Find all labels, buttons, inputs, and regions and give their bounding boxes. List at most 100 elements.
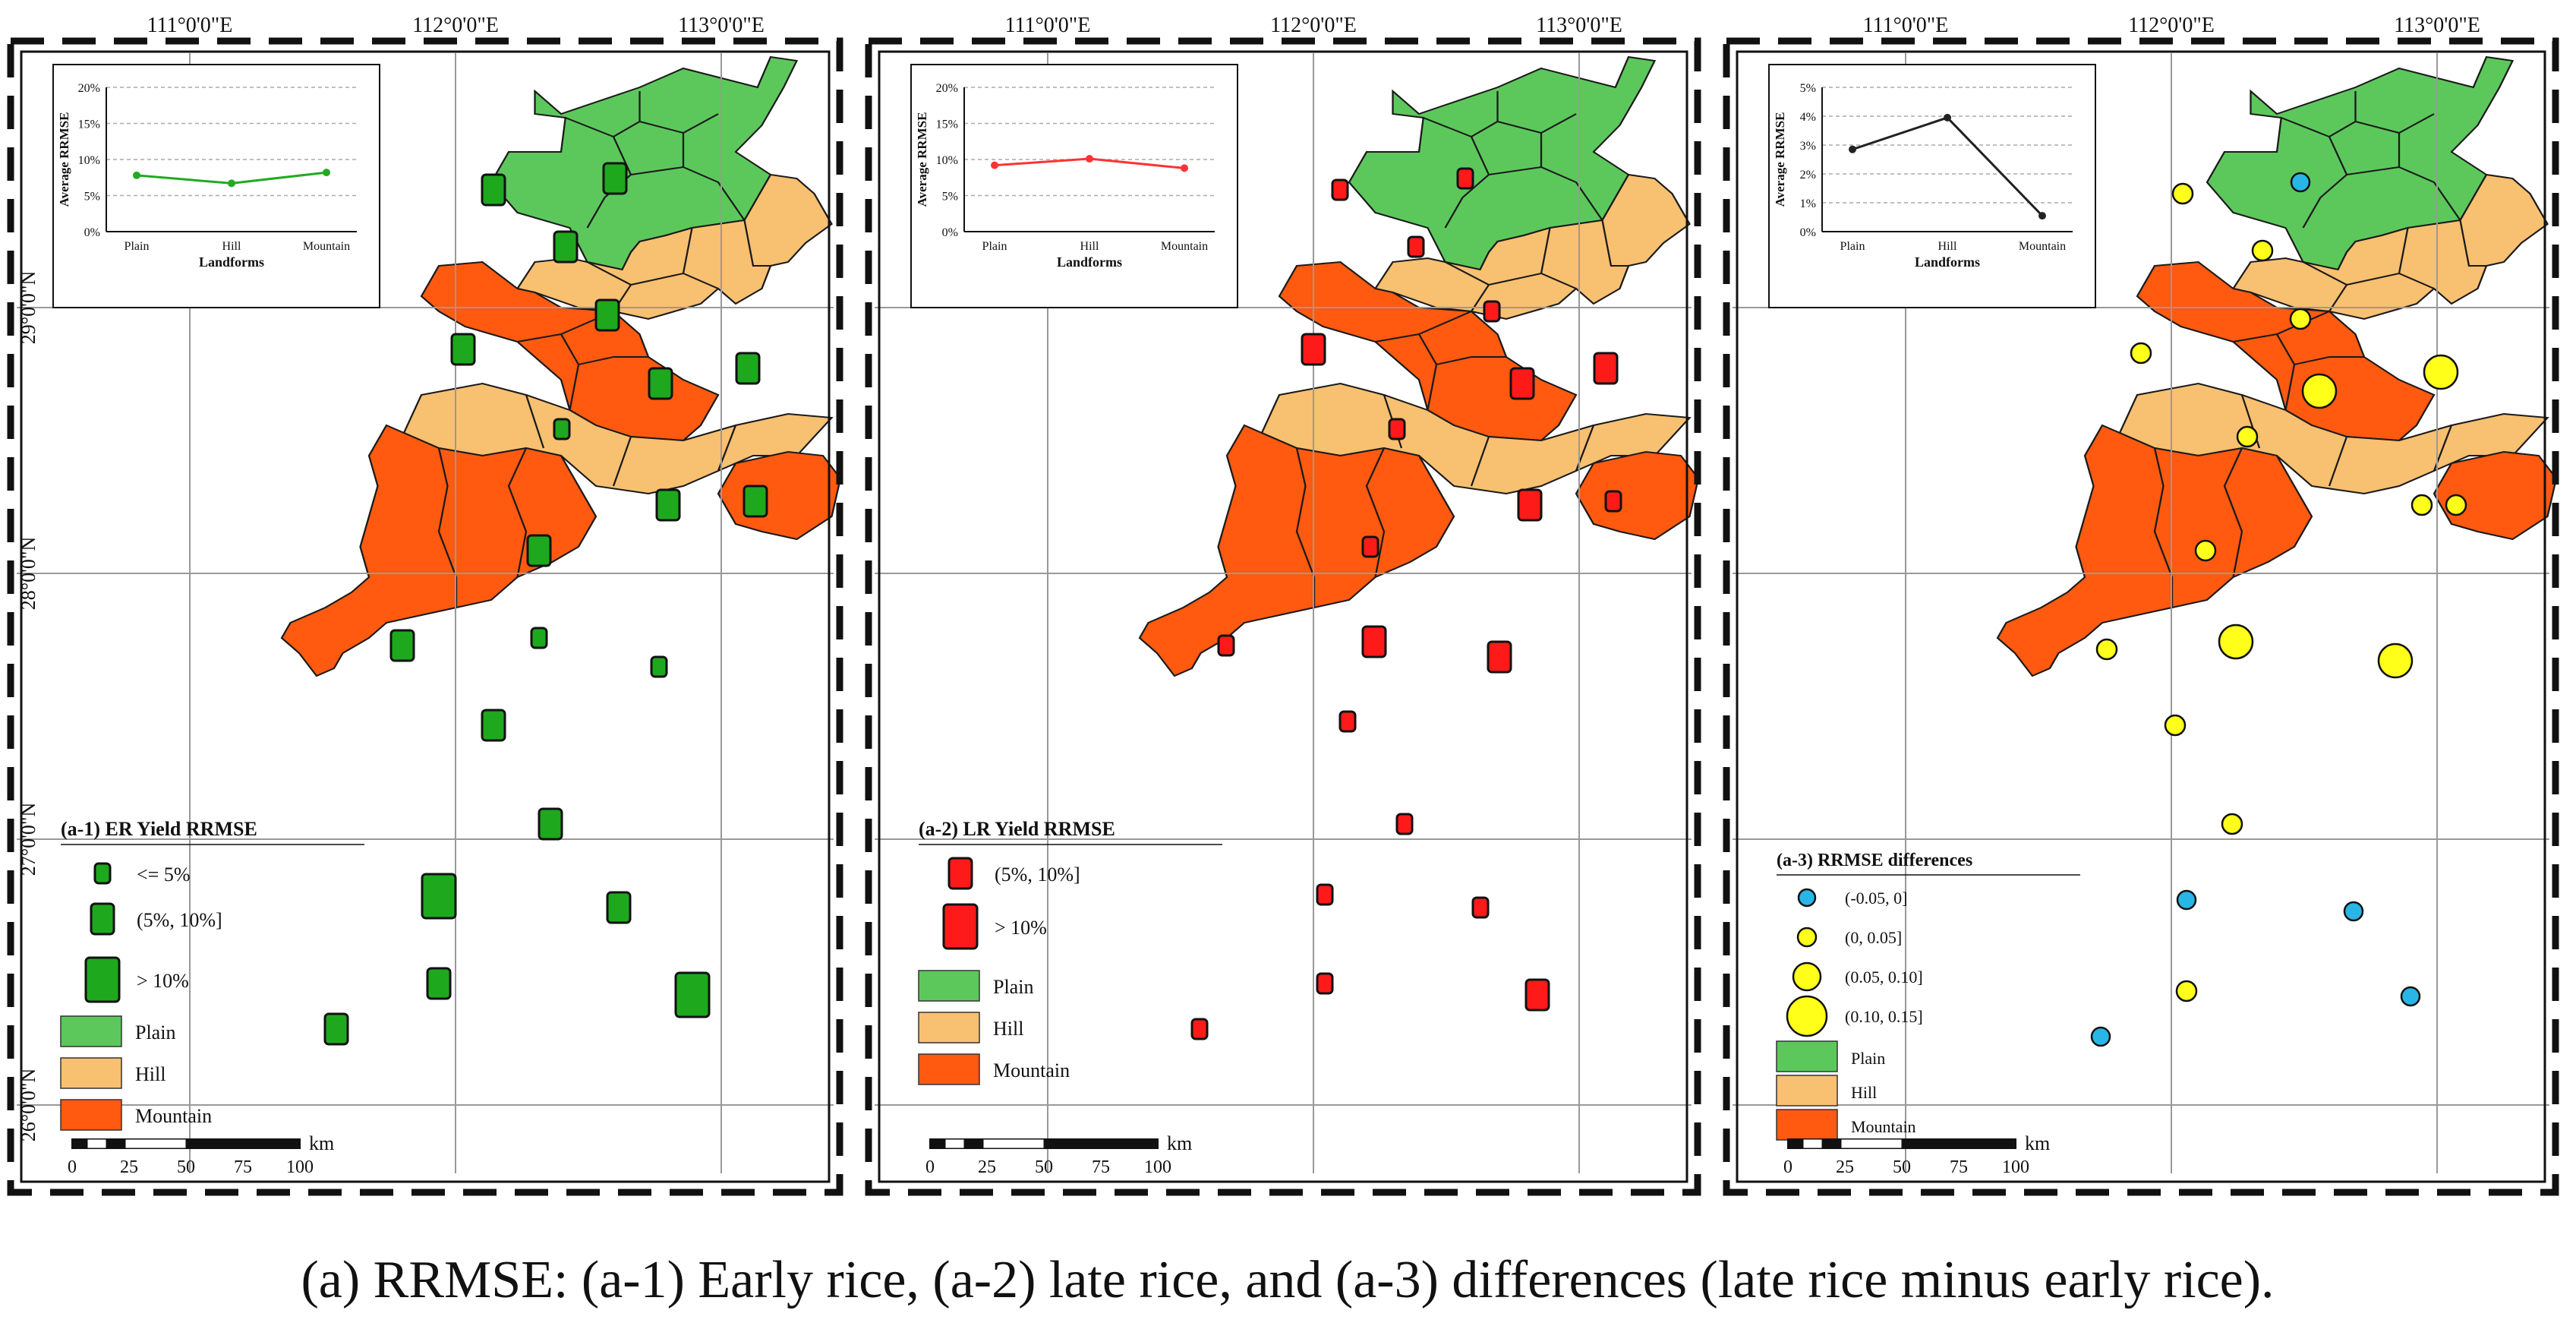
legend: (a-2) LR Yield RRMSE (5%, 10%] > 10% Plain H… bbox=[918, 818, 1222, 1085]
inset-xtick: Mountain bbox=[2019, 240, 2066, 253]
rrmse-circle bbox=[2410, 494, 2433, 516]
rrmse-circle bbox=[2423, 354, 2459, 390]
legend-symbol bbox=[90, 902, 115, 936]
rrmse-symbols bbox=[1190, 167, 1622, 1040]
rrmse-square bbox=[655, 488, 681, 522]
inset-ytick: 5% bbox=[942, 191, 958, 204]
rrmse-circle bbox=[2251, 239, 2274, 262]
lon-label: 111°0'0"E bbox=[1863, 14, 1949, 37]
legend-class-label: (0.10, 0.15] bbox=[1845, 1007, 1923, 1026]
rrmse-circle bbox=[2290, 172, 2311, 193]
rrmse-circle bbox=[2194, 539, 2217, 562]
inset-ytick: 2% bbox=[1800, 169, 1816, 182]
rrmse-square bbox=[450, 333, 476, 366]
legend-landform-label: Hill bbox=[135, 1063, 166, 1085]
inset-xlabel: Landforms bbox=[1915, 254, 1980, 270]
rrmse-square bbox=[735, 352, 761, 385]
inset-ytick: 10% bbox=[78, 154, 100, 167]
rrmse-square bbox=[538, 807, 563, 841]
legend-symbol bbox=[942, 903, 979, 950]
inset-ylabel: Average RRMSE bbox=[915, 112, 929, 207]
lon-label: 111°0'0"E bbox=[147, 14, 233, 37]
legend-symbol bbox=[1786, 995, 1828, 1037]
scale-tick-label: 75 bbox=[1950, 1157, 1968, 1177]
rrmse-square bbox=[1395, 813, 1414, 835]
rrmse-square bbox=[1361, 535, 1379, 558]
inset-ylabel: Average RRMSE bbox=[57, 112, 71, 207]
inset-point bbox=[1181, 164, 1188, 172]
lon-label: 113°0'0"E bbox=[1536, 14, 1622, 37]
rrmse-square bbox=[1471, 896, 1490, 919]
inset-xlabel: Landforms bbox=[1057, 254, 1122, 270]
legend-title: (a-3) RRMSE differences bbox=[1777, 851, 1972, 870]
inset-ytick: 0% bbox=[942, 226, 958, 239]
rrmse-square bbox=[650, 655, 668, 678]
rrmse-circle bbox=[2164, 714, 2187, 737]
scale-tick-label: 75 bbox=[234, 1157, 252, 1177]
legend-landform-swatch bbox=[1776, 1040, 1838, 1072]
scale-tick-label: 75 bbox=[1092, 1157, 1110, 1177]
scale-tick-label: 50 bbox=[1893, 1157, 1911, 1177]
legend-landform-swatch bbox=[60, 1099, 122, 1131]
map-panel-a-1: 111°0'0"E 112°0'0"E 113°0'0"E 29°0'0"N 28°0'… bbox=[7, 14, 843, 1196]
scale-tick-label: 50 bbox=[1035, 1157, 1053, 1177]
lon-label: 112°0'0"E bbox=[1270, 14, 1357, 37]
scale-tick-label: 25 bbox=[978, 1157, 996, 1177]
inset-ytick: 10% bbox=[936, 154, 958, 167]
scale-tick-label: 100 bbox=[2002, 1157, 2029, 1177]
map-frame bbox=[865, 37, 1701, 1196]
legend-class-label: (-0.05, 0] bbox=[1845, 889, 1907, 908]
legend-landform-label: Plain bbox=[135, 1021, 175, 1043]
scale-tick-label: 100 bbox=[1144, 1157, 1171, 1177]
rrmse-square bbox=[553, 418, 571, 440]
inset-xtick: Hill bbox=[1080, 240, 1099, 253]
rrmse-square bbox=[1301, 333, 1326, 366]
rrmse-circle bbox=[2400, 986, 2421, 1007]
scale-unit: km bbox=[2025, 1132, 2050, 1154]
inset-ytick: 0% bbox=[84, 226, 100, 239]
inset-xlabel: Landforms bbox=[199, 254, 264, 270]
rrmse-circle bbox=[2301, 373, 2338, 409]
legend-landform-label: Plain bbox=[1851, 1049, 1885, 1068]
rrmse-circle bbox=[2090, 1026, 2111, 1047]
inset-point bbox=[133, 171, 140, 179]
inset-ytick: 15% bbox=[936, 118, 958, 131]
lat-label: 29°0'0"N bbox=[17, 271, 39, 345]
rrmse-square bbox=[1593, 352, 1619, 385]
legend-landform-label: Plain bbox=[993, 976, 1033, 998]
lat-label: 28°0'0"N bbox=[17, 537, 39, 611]
rrmse-circle bbox=[2236, 425, 2259, 448]
legend-title: (a-2) LR Yield RRMSE bbox=[919, 818, 1115, 840]
inset-ytick: 0% bbox=[1800, 226, 1816, 239]
legend-landform-label: Mountain bbox=[1851, 1117, 1916, 1136]
rrmse-square bbox=[526, 534, 552, 567]
inset-ytick: 20% bbox=[78, 82, 100, 95]
legend-class-label: (5%, 10%] bbox=[137, 909, 222, 931]
rrmse-square bbox=[674, 971, 711, 1018]
legend-landform-label: Mountain bbox=[135, 1105, 212, 1127]
legend: (a-3) RRMSE differences (-0.05, 0] (0, 0.0… bbox=[1776, 851, 2080, 1141]
inset-chart: 0% 1% 2% 3% 4% 5% Plain Hill Mountain Landforms Av… bbox=[1768, 64, 2096, 308]
scale-tick-label: 100 bbox=[286, 1157, 314, 1177]
rrmse-circle bbox=[2445, 494, 2467, 516]
legend-symbol bbox=[947, 857, 973, 890]
rrmse-symbols bbox=[2090, 172, 2467, 1047]
inset-point bbox=[228, 179, 235, 188]
legend-class-label: > 10% bbox=[137, 970, 189, 992]
scale-tick-label: 0 bbox=[1783, 1157, 1792, 1177]
scale-bar: km 0 25 50 75 100 bbox=[1783, 1132, 2050, 1177]
rrmse-square bbox=[1483, 300, 1501, 323]
inset-xtick: Plain bbox=[1840, 240, 1865, 253]
rrmse-square bbox=[1388, 418, 1406, 440]
legend-class-label: (0.05, 0.10] bbox=[1845, 968, 1923, 987]
lon-label: 112°0'0"E bbox=[412, 14, 499, 37]
legend-landform-swatch bbox=[918, 1012, 980, 1043]
rrmse-square bbox=[481, 709, 506, 742]
legend-class-label: <= 5% bbox=[137, 863, 190, 886]
inset-point bbox=[323, 169, 330, 177]
rrmse-square bbox=[530, 627, 548, 649]
rrmse-circle bbox=[2171, 182, 2194, 205]
inset-ytick: 5% bbox=[1800, 82, 1816, 95]
rrmse-square bbox=[1190, 1018, 1209, 1040]
inset-ytick: 1% bbox=[1800, 197, 1816, 210]
